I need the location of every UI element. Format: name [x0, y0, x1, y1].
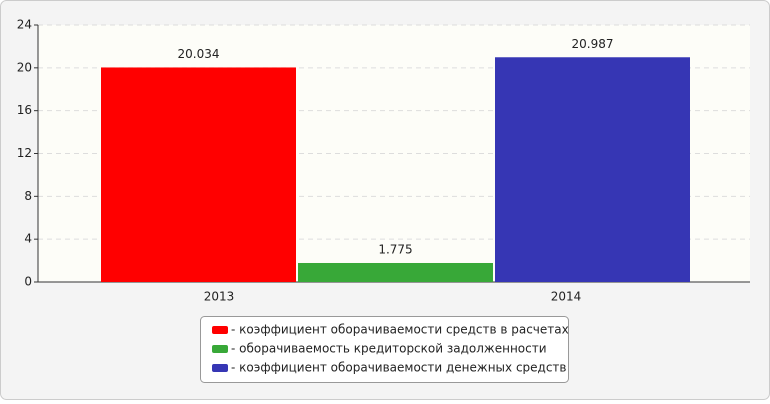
legend-label: - коэффициент оборачиваемости средств в …: [231, 323, 569, 337]
bar: [495, 57, 690, 283]
legend-swatch: [212, 326, 228, 334]
legend-label: - коэффициент оборачиваемости денежных с…: [231, 361, 567, 375]
data-label: 20.034: [178, 47, 220, 61]
y-tick-label: 16: [17, 103, 32, 117]
y-tick-label: 8: [24, 189, 32, 203]
data-label: 1.775: [378, 242, 412, 256]
bar: [298, 262, 493, 282]
y-tick-label: 20: [17, 60, 32, 74]
x-tick-label: 2013: [204, 290, 235, 304]
legend-swatch: [212, 345, 228, 353]
data-label: 20.987: [572, 37, 614, 51]
y-tick-label: 24: [17, 18, 32, 32]
y-tick-label: 12: [17, 146, 32, 160]
legend-label: - оборачиваемость кредиторской задолженн…: [231, 342, 547, 356]
x-tick-label: 2014: [551, 290, 582, 304]
y-tick-label: 0: [24, 275, 32, 289]
legend: [200, 316, 569, 383]
y-tick-label: 4: [24, 232, 32, 246]
bar: [101, 67, 296, 282]
legend-swatch: [212, 364, 228, 372]
